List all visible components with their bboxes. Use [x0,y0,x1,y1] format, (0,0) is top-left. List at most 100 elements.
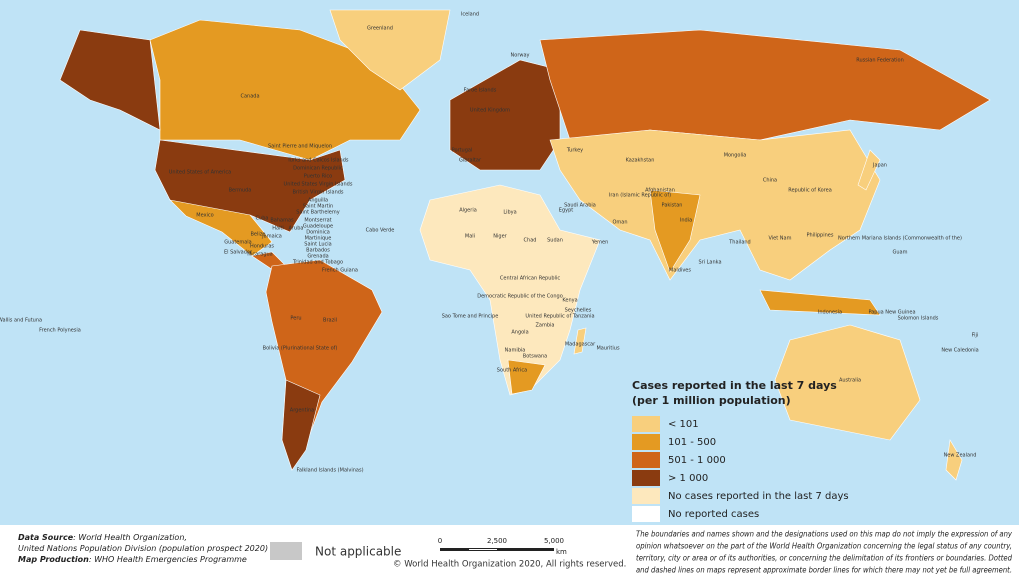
country-label: Saint Barthelemy [296,210,339,216]
legend-label: 101 - 500 [668,437,716,448]
source-text: : World Health Organization, [73,533,187,542]
legend-label: No reported cases [668,509,759,520]
country-label: Cuba [256,216,269,222]
country-label: Norway [511,53,530,59]
country-label: Afghanistan [645,188,675,194]
country-label: India [680,218,692,224]
source-line: Map Production: WHO Health Emergencies P… [18,555,247,564]
country-label: Thailand [728,240,750,246]
country-label: Democratic Republic of the Congo [477,294,563,300]
country-label: Canada [240,94,259,100]
country-label: Northern Mariana Islands (Commonwealth o… [838,236,962,242]
argentina [281,379,321,471]
legend-swatch [632,434,660,450]
country-label: Philippines [807,233,834,239]
country-label: Madagascar [565,342,596,348]
scale-unit: km [556,548,567,556]
copyright: © World Health Organization 2020, All ri… [393,560,626,570]
south-africa [507,359,546,395]
disclaimer-line: opinion whatsoever on the part of the Wo… [636,542,1012,551]
greenland [329,9,451,91]
country-label: Honduras [250,244,274,250]
legend-swatch [632,488,660,504]
country-label: New Caledonia [941,348,978,354]
country-label: Yemen [591,240,609,246]
country-label: Central African Republic [500,276,560,282]
country-label: Russian Federation [856,58,903,64]
country-label: French Guiana [322,268,358,274]
legend-swatch [632,470,660,486]
alaska [59,29,161,131]
country-label: Japan [872,163,887,169]
country-label: Seychelles [565,308,592,314]
country-label: Egypt [559,208,573,214]
source-text: United Nations Population Division (popu… [18,544,268,553]
source-text: : WHO Health Emergencies Programme [89,555,247,564]
country-label: Barbados [306,248,330,254]
country-label: Brazil [323,318,337,324]
country-label: China [763,178,777,184]
legend-swatch [632,416,660,432]
country-label: Aruba [289,226,304,232]
country-label: Australia [839,378,861,384]
country-label: Saint Pierre and Miquelon [268,144,332,150]
country-label: Turkey [566,148,583,154]
country-label: Republic of Korea [788,188,832,194]
country-label: Libya [503,210,516,216]
country-label: Solomon Islands [898,316,939,322]
country-label: Sao Tome and Principe [442,314,499,320]
legend-swatch [632,452,660,468]
disclaimer-line: territory, city or area or of its author… [636,554,1013,563]
disclaimer-line: and dashed lines on maps represent appro… [636,566,1012,575]
source-line: United Nations Population Division (popu… [18,544,268,553]
country-label: Gibraltar [459,158,482,164]
country-label: Jamaica [261,234,282,240]
country-label: Kenya [562,298,577,304]
country-label: United Kingdom [470,108,510,114]
country-label: Sri Lanka [698,260,721,266]
country-label: Saint Lucia [304,242,331,248]
scale-tick: 0 [438,537,442,545]
source-key: Map Production [18,555,89,564]
scale-tick: 5,000 [544,537,564,545]
country-label: Guatemala [224,240,252,246]
country-label: United Republic of Tanzania [525,314,594,320]
country-label: Bermuda [229,188,252,194]
country-label: Maldives [669,268,691,274]
country-label: Portugal [452,148,473,154]
country-label: Sudan [547,238,563,244]
country-label: Falkland Islands (Malvinas) [296,468,363,474]
europe [449,59,561,171]
scale-tick: 2,500 [487,537,507,545]
country-label: Bolivia (Plurinational State of) [263,346,338,352]
country-label: Anguilla [308,198,328,204]
not-applicable-label: Not applicable [315,545,401,559]
country-label: Niger [493,234,507,240]
country-label: Argentina [290,408,314,414]
land [59,9,991,481]
japan [857,149,881,191]
country-label: Haiti [272,226,284,232]
legend-label: < 101 [668,419,699,430]
country-label: Grenada [307,254,328,260]
country-label: Faroe Islands [464,88,497,94]
country-label: Iran (Islamic Republic of) [609,193,671,199]
legend-swatch [632,506,660,522]
country-label: British Virgin Islands [292,190,343,196]
country-label: Greenland [367,26,393,32]
country-label: Kazakhstan [626,158,655,164]
country-label: Belize [251,232,266,238]
country-label: Mauritius [596,346,620,352]
country-label: United States Virgin Islands [284,182,353,188]
not-applicable-swatch [270,542,302,560]
country-label: Trinidad and Tobago [292,260,343,266]
country-label: South Africa [497,368,527,374]
country-label: Turks and Caicos Islands [286,158,348,164]
country-label: Mali [465,234,475,240]
country-label: Saint Martin [303,204,333,210]
legend-label: No cases reported in the last 7 days [668,491,849,502]
country-label: Angola [511,330,528,336]
disclaimer-line: The boundaries and names shown and the d… [636,530,1012,539]
russia [539,29,991,141]
